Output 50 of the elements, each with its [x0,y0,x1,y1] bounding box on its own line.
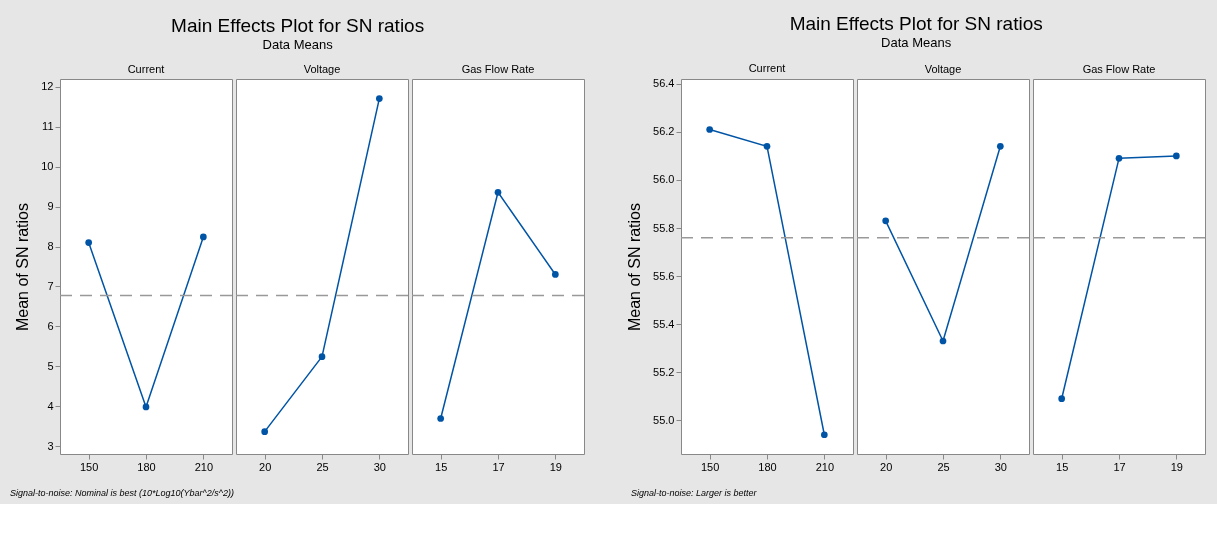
x-tick-label: 30 [994,460,1007,473]
y-tick-label: 8 [47,240,54,253]
x-axis-title: Current [748,61,786,74]
x-tick-label: 150 [700,460,720,473]
y-tick-label: 10 [41,160,54,173]
y-tick-label: 4 [47,399,54,412]
chart-title: Main Effects Plot for SN ratios [789,13,1043,35]
y-tick-label: 7 [47,279,54,292]
y-tick-label: 56.0 [653,173,675,186]
y-tick-label: 55.8 [653,221,675,234]
y-tick-label: 11 [42,120,54,133]
chart-subtitle: Data Means [881,35,952,51]
x-tick-label: 150 [79,460,99,473]
x-tick-label: 20 [880,460,893,473]
y-tick-label: 12 [41,80,54,93]
y-tick-label: 6 [47,319,54,332]
chart-title: Main Effects Plot for SN ratios [171,14,425,36]
x-axis-title: Gas Flow Rate [461,63,535,75]
y-tick-label: 5 [47,359,54,372]
text: Signal-to-noise: Larger is better [631,488,758,498]
x-axis-title: Current [127,63,165,75]
x-tick-label: 17 [492,460,505,473]
x-tick-label: 180 [758,460,777,473]
x-tick-label: 25 [316,460,329,473]
y-axis-title: Mean of SN ratios [14,202,32,332]
x-axis-title: Gas Flow Rate [1082,63,1156,75]
y-tick-label: 3 [47,439,54,452]
x-tick-label: 15 [435,460,448,473]
y-tick-label: 55.0 [653,413,675,426]
x-tick-label: 25 [937,460,950,473]
x-tick-label: 15 [1056,460,1069,473]
chart-subtitle: Data Means [262,36,334,52]
y-tick-label: 55.2 [653,365,675,378]
text: Signal-to-noise: Nominal is best (10*Log10(Ybar^2/s^2)) [10,488,235,498]
y-tick-label: 9 [47,200,54,213]
y-tick-label: 55.6 [653,269,675,282]
x-axis-title: Voltage [924,63,962,75]
x-tick-label: 20 [259,460,272,473]
y-axis-title: Mean of SN ratios [626,202,644,332]
x-tick-label: 17 [1113,460,1126,473]
y-tick-label: 55.4 [653,317,675,330]
y-tick-label: 56.2 [653,125,675,138]
x-tick-label: 210 [815,460,835,473]
x-tick-label: 180 [137,460,156,473]
x-tick-label: 210 [194,460,214,473]
x-tick-label: 19 [549,460,562,473]
x-tick-label: 30 [373,460,386,473]
x-axis-title: Voltage [303,63,341,75]
y-tick-label: 56.4 [653,77,675,90]
x-tick-label: 19 [1170,460,1183,473]
